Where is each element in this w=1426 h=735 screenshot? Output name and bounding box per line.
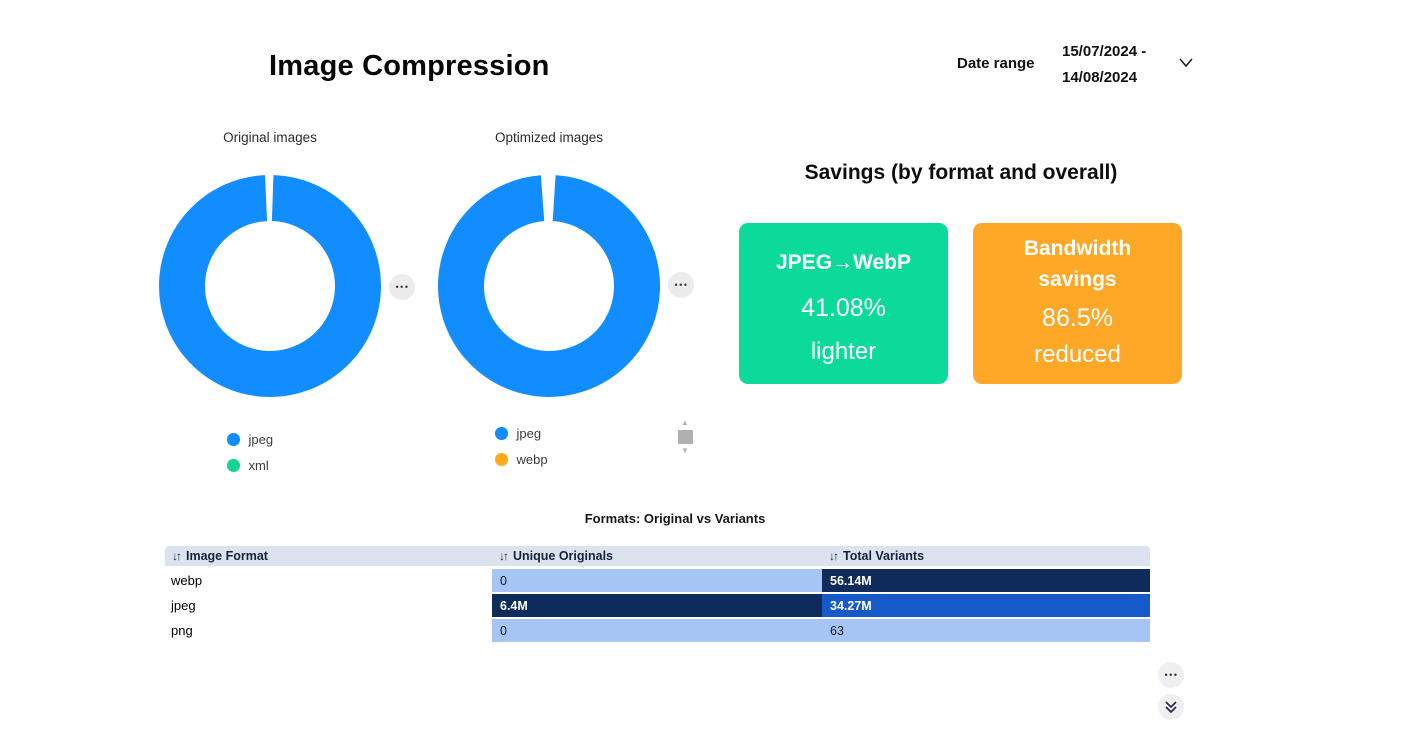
cell-unique-originals: 0 [492, 569, 822, 594]
cell-total-variants: 56.14M [822, 569, 1150, 594]
kpi-card-jpeg-webp: JPEG→WebP 41.08% lighter [739, 223, 948, 384]
more-options-button-original[interactable]: ••• [389, 274, 415, 300]
ellipsis-icon: ••• [1164, 669, 1179, 680]
legend-original-images: jpeg xml [227, 429, 273, 476]
column-header-label: Total Variants [843, 549, 925, 563]
date-range-dropdown[interactable]: 15/07/2024 - 14/08/2024 [1062, 39, 1180, 91]
column-header-label: Image Format [186, 549, 268, 563]
chevron-down-icon[interactable] [1178, 57, 1194, 69]
cell-total-variants: 34.27M [822, 594, 1150, 619]
cell-unique-originals: 6.4M [492, 594, 822, 619]
legend-dot-icon [495, 427, 508, 440]
legend-optimized-images: jpeg webp [495, 423, 548, 470]
sort-icon: ↓↑ [829, 549, 839, 563]
legend-scrollbar: ▲ ▼ [675, 419, 695, 455]
column-header-total-variants[interactable]: ↓↑ Total Variants [822, 546, 1150, 566]
donut-chart-optimized-images[interactable] [438, 175, 660, 397]
table-row-png: png 0 63 [165, 619, 1150, 644]
column-header-image-format[interactable]: ↓↑ Image Format [165, 546, 492, 566]
sort-icon: ↓↑ [499, 549, 509, 563]
kpi-footer: lighter [810, 338, 877, 365]
table-row-webp: webp 0 56.14M [165, 569, 1150, 594]
more-options-button-optimized[interactable]: ••• [668, 272, 694, 298]
cell-total-variants: 63 [822, 619, 1150, 644]
sort-icon: ↓↑ [172, 549, 182, 563]
chart-title-optimized-images: Optimized images [494, 130, 604, 145]
kpi-title: Bandwidth savings [1023, 237, 1132, 291]
legend-label: jpeg [516, 426, 542, 441]
cell-image-format: png [165, 619, 492, 644]
table-row-jpeg: jpeg 6.4M 34.27M [165, 594, 1150, 619]
kpi-card-bandwidth-savings: Bandwidth savings 86.5% reduced [973, 223, 1182, 384]
formats-table: ↓↑ Image Format ↓↑ Unique Originals ↓↑ T… [165, 546, 1150, 644]
ellipsis-icon: ••• [395, 281, 410, 292]
more-options-button-page[interactable]: ••• [1158, 662, 1184, 688]
double-chevron-down-icon [1165, 701, 1177, 714]
legend-label: webp [516, 452, 548, 467]
legend-label: jpeg [248, 432, 274, 447]
savings-section-title: Savings (by format and overall) [804, 161, 1118, 184]
legend-item-jpeg[interactable]: jpeg [495, 423, 548, 444]
scroll-thumb[interactable] [677, 430, 693, 444]
expand-down-button[interactable] [1158, 694, 1184, 720]
legend-dot-icon [495, 453, 508, 466]
legend-item-webp[interactable]: webp [495, 449, 548, 470]
legend-item-xml[interactable]: xml [227, 455, 273, 476]
date-range-label: Date range [957, 55, 1035, 72]
date-range-line2: 14/08/2024 [1062, 69, 1138, 86]
table-title: Formats: Original vs Variants [584, 511, 766, 526]
donut-chart-original-images[interactable] [159, 175, 381, 397]
legend-dot-icon [227, 459, 240, 472]
date-range-line1: 15/07/2024 - [1062, 43, 1147, 60]
cell-image-format: jpeg [165, 594, 492, 619]
scroll-down-icon[interactable]: ▼ [681, 446, 689, 455]
chart-title-original-images: Original images [223, 130, 317, 145]
cell-unique-originals: 0 [492, 619, 822, 644]
legend-dot-icon [227, 433, 240, 446]
legend-item-jpeg[interactable]: jpeg [227, 429, 273, 450]
column-header-unique-originals[interactable]: ↓↑ Unique Originals [492, 546, 822, 566]
kpi-footer: reduced [1034, 341, 1121, 368]
table-header-row: ↓↑ Image Format ↓↑ Unique Originals ↓↑ T… [165, 546, 1150, 569]
legend-label: xml [248, 458, 269, 473]
scroll-up-icon[interactable]: ▲ [681, 418, 689, 427]
kpi-title: JPEG→WebP [776, 251, 911, 274]
kpi-value: 41.08% [801, 293, 886, 322]
page-title: Image Compression [269, 50, 550, 82]
cell-image-format: webp [165, 569, 492, 594]
column-header-label: Unique Originals [513, 549, 614, 563]
kpi-value: 86.5% [1042, 303, 1113, 332]
ellipsis-icon: ••• [674, 279, 689, 290]
